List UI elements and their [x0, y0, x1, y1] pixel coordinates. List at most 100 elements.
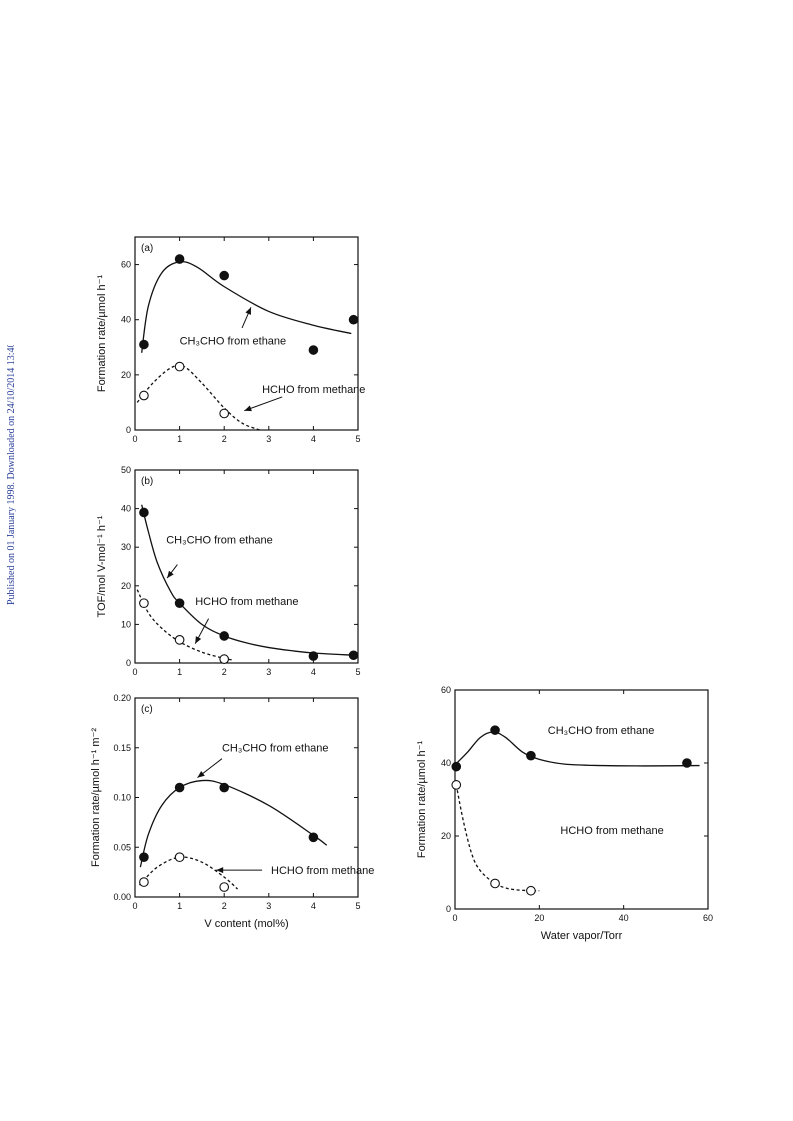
annotation-label: HCHO from methane [262, 384, 365, 396]
annotation-label: HCHO from methane [560, 825, 663, 837]
x-tick-label: 2 [222, 434, 227, 444]
annotation-label: HCHO from methane [271, 865, 374, 877]
x-tick-label: 3 [266, 667, 271, 677]
y-tick-label: 0.10 [113, 793, 131, 803]
x-tick-label: 2 [222, 901, 227, 911]
y-tick-label: 0.20 [113, 693, 131, 703]
data-point [139, 598, 149, 609]
y-tick-label: 0 [446, 904, 451, 914]
series-curve-0 [454, 731, 700, 767]
series-curve-1 [136, 364, 261, 431]
data-point [174, 598, 185, 608]
x-tick-label: 4 [311, 667, 316, 677]
series-curve-1 [455, 784, 540, 892]
y-tick-label: 50 [121, 465, 131, 475]
x-tick-label: 5 [355, 901, 360, 911]
annotation-arrowhead [167, 570, 174, 579]
y-tick-label: 0.00 [113, 892, 131, 902]
y-tick-label: 0.15 [113, 743, 131, 753]
y-tick-label: 60 [441, 685, 451, 695]
y-tick-label: 0.05 [113, 842, 131, 852]
y-tick-label: 20 [121, 581, 131, 591]
data-point [219, 882, 230, 892]
data-point [139, 507, 149, 518]
x-tick-label: 40 [619, 913, 629, 923]
data-point [219, 408, 230, 419]
data-point [174, 254, 185, 264]
x-tick-label: 0 [132, 901, 137, 911]
series-curve-0 [141, 504, 354, 656]
data-point [308, 345, 319, 355]
plot-frame [134, 236, 359, 431]
series-curve-0 [139, 779, 328, 868]
x-tick-label: 5 [355, 667, 360, 677]
y-axis-title: TOF/mol V-mol⁻¹ h⁻¹ [96, 515, 108, 617]
annotation-arrowhead [195, 636, 202, 644]
data-point [174, 634, 185, 645]
data-point [174, 361, 185, 372]
x-axis-title: Water vapor/Torr [541, 930, 623, 942]
side-note-text: Published on 01 January 1998. Downloaded… [6, 345, 16, 605]
x-tick-label: 0 [132, 667, 137, 677]
annotation-label: CH₃CHO from ethane [548, 725, 655, 737]
annotation-arrowhead [216, 867, 224, 874]
x-tick-label: 2 [222, 667, 227, 677]
data-point [219, 654, 230, 664]
y-tick-label: 40 [441, 758, 451, 768]
data-point [308, 651, 319, 661]
y-tick-label: 20 [121, 370, 131, 380]
data-point [219, 631, 229, 641]
data-point [139, 339, 149, 350]
annotation-label: CH₃CHO from ethane [180, 336, 287, 348]
x-tick-label: 4 [311, 434, 316, 444]
annotation-arrowhead [244, 405, 252, 412]
annotation-label: HCHO from methane [195, 596, 298, 608]
series-curve-0 [141, 260, 352, 353]
x-tick-label: 0 [452, 913, 457, 923]
x-tick-label: 4 [311, 901, 316, 911]
x-tick-label: 20 [534, 913, 544, 923]
y-tick-label: 0 [126, 425, 131, 435]
data-point [139, 877, 149, 887]
y-tick-label: 0 [126, 658, 131, 668]
y-tick-label: 40 [121, 504, 131, 514]
x-tick-label: 0 [132, 434, 137, 444]
data-point [451, 761, 462, 772]
annotation-label: CH₃CHO from ethane [166, 534, 273, 546]
x-axis-title: V content (mol%) [204, 918, 288, 930]
y-axis-title: Formation rate/µmol h⁻¹ [96, 275, 108, 393]
y-tick-label: 40 [121, 315, 131, 325]
y-tick-label: 20 [441, 831, 451, 841]
x-tick-label: 5 [355, 434, 360, 444]
data-point [526, 885, 536, 896]
annotation-label: CH₃CHO from ethane [222, 743, 329, 755]
data-point [219, 782, 229, 793]
y-axis-title: Formation rate/µmol h⁻¹ [416, 741, 428, 859]
series-curve-1 [138, 856, 239, 890]
data-point [348, 650, 359, 661]
data-point [174, 782, 185, 793]
x-tick-label: 1 [177, 667, 182, 677]
data-point [490, 725, 500, 735]
plot-frame [454, 689, 709, 910]
data-point [526, 750, 536, 761]
x-tick-label: 1 [177, 434, 182, 444]
data-point [174, 852, 185, 863]
data-point [490, 878, 500, 889]
y-axis-title: Formation rate/µmol h⁻¹ m⁻² [90, 728, 102, 867]
panel-label: (a) [141, 243, 153, 254]
annotation-arrowhead [245, 307, 251, 315]
data-point [308, 832, 319, 843]
data-point [348, 314, 359, 325]
panel-label: (b) [141, 476, 153, 487]
y-tick-label: 60 [121, 260, 131, 270]
y-tick-label: 10 [121, 619, 131, 629]
y-tick-label: 30 [121, 542, 131, 552]
data-point [139, 390, 149, 401]
data-point [219, 270, 229, 281]
side-note: Published on 01 January 1998. Downloaded… [6, 345, 16, 605]
